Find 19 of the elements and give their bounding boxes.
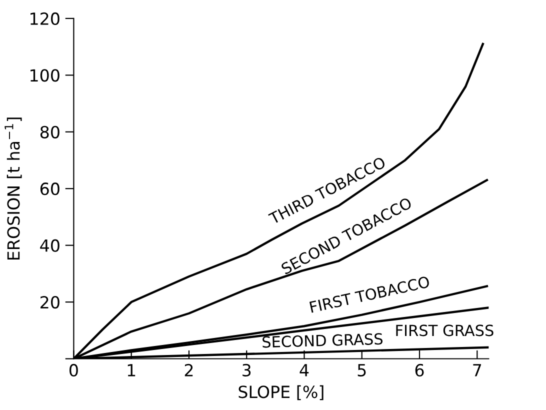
x-tick-label: 7 [473, 364, 482, 376]
y-axis-title: EROSION [t ha$^{−1}$] [4, 118, 22, 260]
y-tick-label: 20 [40, 296, 60, 309]
y-tick-label: 100 [30, 69, 60, 82]
x-tick-label: 1 [128, 364, 136, 376]
series-label: SECOND GRASS [262, 333, 383, 348]
x-tick-label: 5 [358, 364, 366, 377]
y-tick-label: 60 [40, 182, 60, 196]
y-tick-label: 40 [40, 239, 60, 252]
x-tick-label: 3 [242, 364, 251, 377]
y-tick-label: 120 [30, 12, 60, 26]
x-tick-label: 6 [415, 364, 424, 377]
x-tick-label: 0 [70, 364, 78, 377]
series-label: FIRST GRASS [396, 324, 494, 336]
x-axis-title: SLOPE [%] [238, 385, 324, 400]
y-tick-label: 80 [40, 126, 60, 138]
text: FIRST TOBACCO [309, 276, 430, 313]
x-tick-label: 2 [184, 364, 193, 376]
x-tick-label: 4 [300, 364, 309, 376]
